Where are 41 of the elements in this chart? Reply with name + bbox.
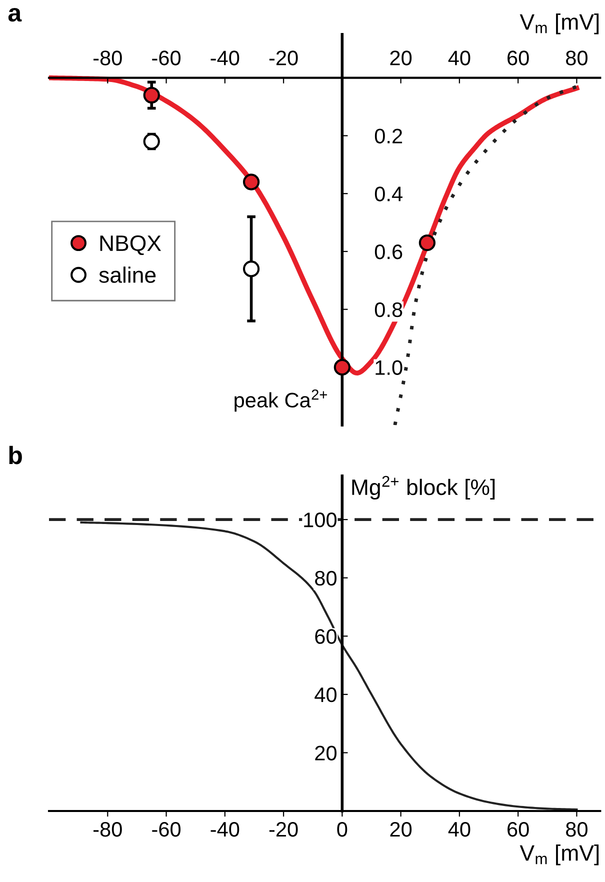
x-tick-label: -60 (152, 50, 181, 66)
x-axis-title: V$_{m}$ [mV] (520, 14, 599, 34)
legend-label: saline (99, 266, 156, 283)
point (334, 358, 350, 376)
point (418, 234, 436, 252)
point (242, 174, 260, 190)
y-tick-label: 80 (315, 570, 336, 586)
y-tick-label: 100 (304, 512, 336, 528)
chart-title: a (8, 8, 22, 22)
y-tick-label: 20 (315, 746, 336, 760)
x-tick-label: 80 (566, 822, 588, 837)
x-tick-label: 0 (337, 822, 348, 837)
y-tick-label: 0.4 (374, 186, 402, 202)
annotation: peak Ca$^{2+}$ (234, 389, 327, 412)
y-tick-label: 0.6 (374, 244, 402, 260)
legend-label: NBQX (100, 235, 162, 256)
x-tick-label: -20 (269, 50, 298, 66)
x-tick-label: 40 (448, 822, 470, 837)
y-tick-label: 40 (314, 687, 336, 702)
x-tick-label: -80 (94, 50, 122, 66)
y-tick-label: 1.0 (376, 360, 402, 375)
point (242, 260, 260, 278)
x-tick-label: 20 (390, 50, 412, 66)
point (143, 86, 160, 104)
y-axis-title: Mg$^{2+}$ block [%] (352, 476, 495, 500)
point (143, 133, 160, 150)
x-tick-label: 20 (390, 822, 412, 837)
y-tick-label: 0.8 (374, 302, 402, 318)
x-tick-label: -40 (210, 822, 240, 837)
x-tick-label: -60 (152, 822, 181, 837)
x-axis-title: V$_{m}$ [mV] (520, 844, 599, 866)
x-tick-label: -80 (94, 822, 122, 837)
x-tick-label: 60 (508, 822, 529, 837)
x-tick-label: 60 (508, 50, 529, 66)
x-tick-label: -20 (269, 822, 298, 837)
x-tick-label: -40 (210, 50, 240, 66)
chart-title: b (9, 446, 22, 464)
x-tick-label: 40 (448, 50, 470, 66)
y-tick-label: 0.2 (374, 128, 402, 144)
x-tick-label: 80 (566, 50, 588, 66)
y-tick-label: 60 (315, 629, 336, 644)
